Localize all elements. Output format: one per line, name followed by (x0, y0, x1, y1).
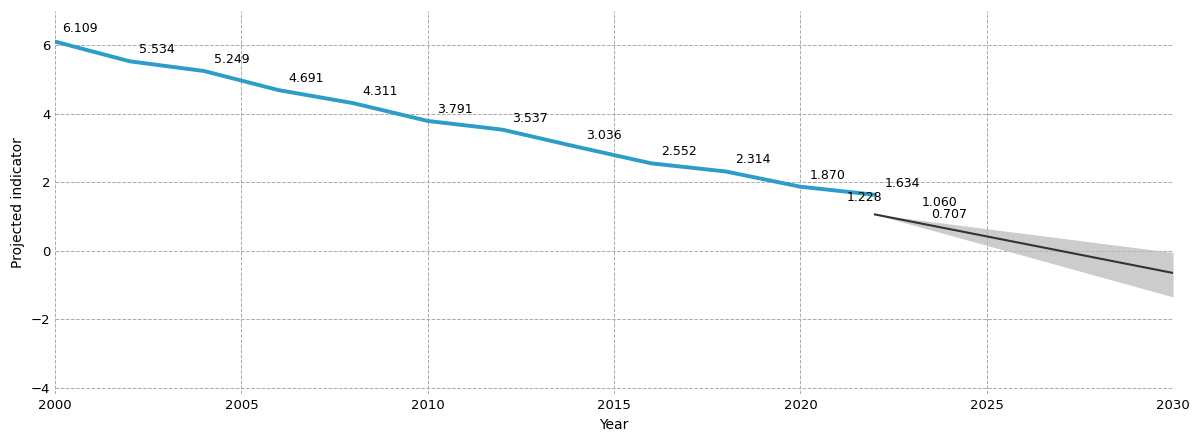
Text: 5.534: 5.534 (139, 43, 174, 56)
Text: 2.314: 2.314 (735, 153, 771, 167)
Text: 3.036: 3.036 (586, 128, 622, 142)
Text: 1.870: 1.870 (809, 169, 846, 182)
Text: 2.552: 2.552 (661, 145, 697, 158)
Text: 1.228: 1.228 (847, 190, 883, 203)
Text: 3.537: 3.537 (512, 112, 548, 124)
Y-axis label: Projected indicator: Projected indicator (11, 137, 25, 268)
Text: 0.707: 0.707 (931, 208, 967, 222)
Text: 5.249: 5.249 (214, 53, 249, 66)
Text: 1.634: 1.634 (884, 177, 920, 190)
Text: 1.060: 1.060 (921, 196, 957, 209)
X-axis label: Year: Year (599, 418, 629, 432)
Text: 4.691: 4.691 (288, 72, 323, 85)
Text: 6.109: 6.109 (62, 23, 98, 35)
Text: 4.311: 4.311 (363, 85, 398, 98)
Text: 3.791: 3.791 (437, 103, 473, 116)
